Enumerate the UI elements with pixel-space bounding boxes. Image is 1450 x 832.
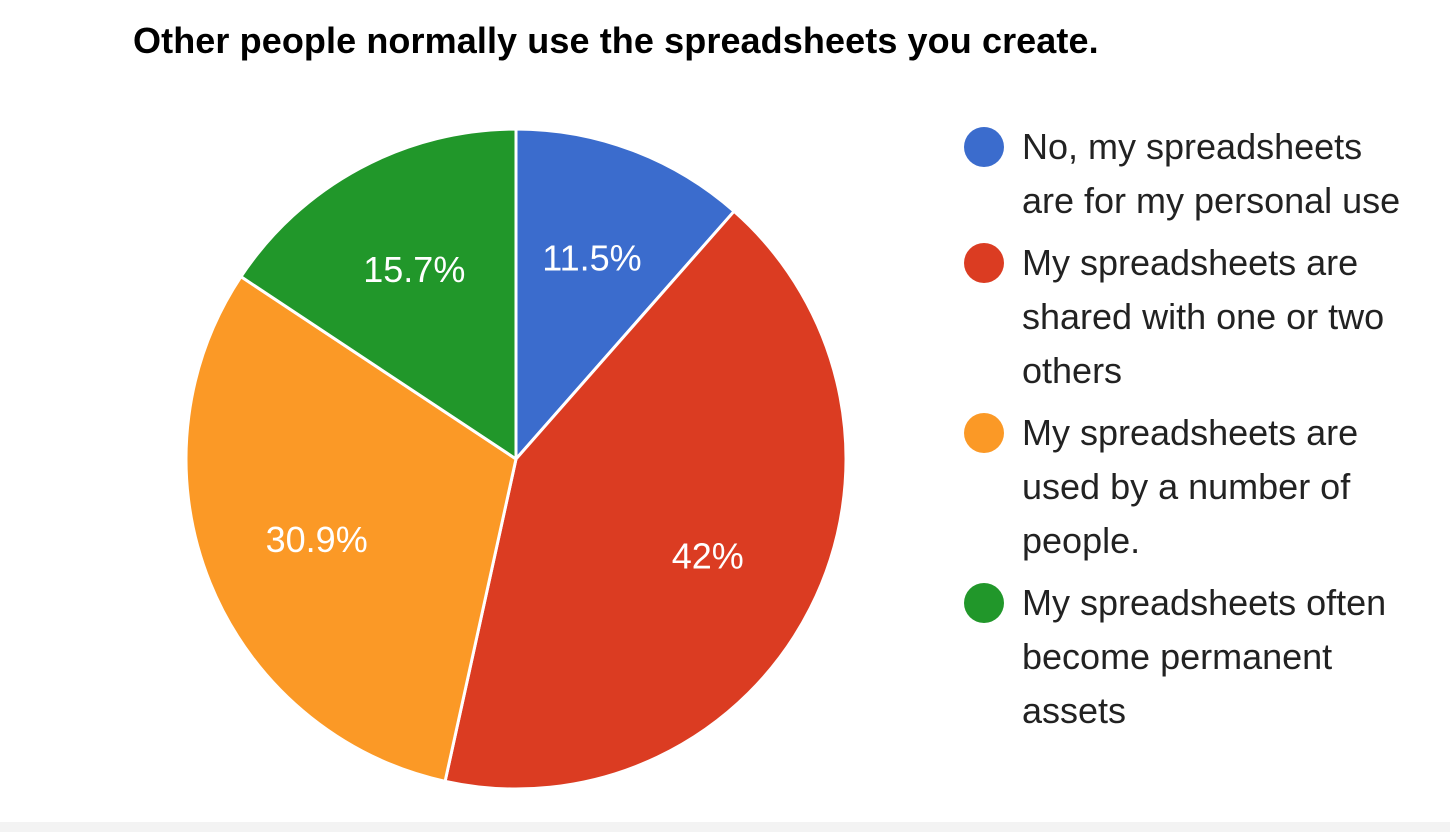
pie-slice-3[interactable] <box>239 127 518 461</box>
legend: No, my spreadsheets are for my personal … <box>964 122 1444 748</box>
legend-label: My spreadsheets often become permanent a… <box>1022 582 1387 731</box>
legend-swatch-1 <box>964 243 1004 283</box>
pie-slice-1[interactable] <box>443 209 848 791</box>
slice-value-label: 42% <box>672 536 744 577</box>
legend-label: My spreadsheets are shared with one or t… <box>1022 242 1385 391</box>
legend-item[interactable]: My spreadsheets often become permanent a… <box>964 578 1444 738</box>
legend-swatch-0 <box>964 127 1004 167</box>
pie-slice-2[interactable] <box>184 275 518 783</box>
pie-slice-0[interactable] <box>514 127 736 461</box>
pie-slice-labels: 11.5% 42% 30.9% 15.7% <box>266 237 744 576</box>
slice-value-label: 15.7% <box>363 249 465 290</box>
slice-value-label: 30.9% <box>266 519 368 560</box>
legend-label: My spreadsheets are used by a number of … <box>1022 412 1359 561</box>
pie-slices <box>184 127 848 791</box>
legend-item[interactable]: My spreadsheets are used by a number of … <box>964 408 1444 568</box>
legend-swatch-3 <box>964 583 1004 623</box>
slice-value-label: 11.5% <box>542 237 641 278</box>
legend-label: No, my spreadsheets are for my personal … <box>1022 126 1401 221</box>
legend-item[interactable]: My spreadsheets are shared with one or t… <box>964 238 1444 398</box>
legend-swatch-2 <box>964 413 1004 453</box>
chart-title: Other people normally use the spreadshee… <box>133 20 1099 61</box>
legend-item[interactable]: No, my spreadsheets are for my personal … <box>964 122 1444 228</box>
bottom-strip <box>0 822 1450 832</box>
